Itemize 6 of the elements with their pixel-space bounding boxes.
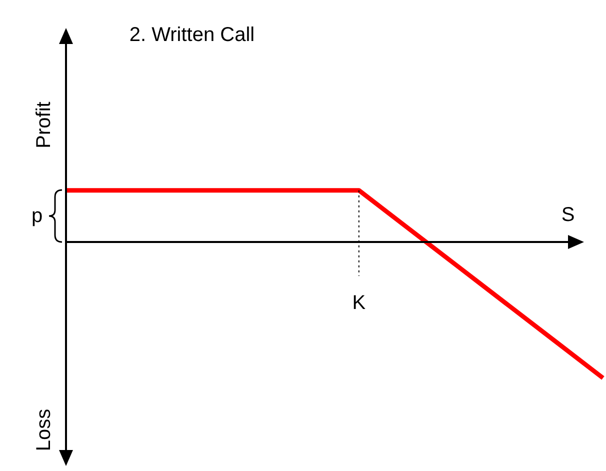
x-axis-title: S (561, 204, 575, 226)
text: Loss (33, 408, 55, 452)
annotation: p (31, 205, 43, 227)
chart-title: 2. Written Call (129, 24, 255, 46)
annotation: K (352, 292, 366, 314)
y-axis-title: Profit (33, 101, 55, 148)
